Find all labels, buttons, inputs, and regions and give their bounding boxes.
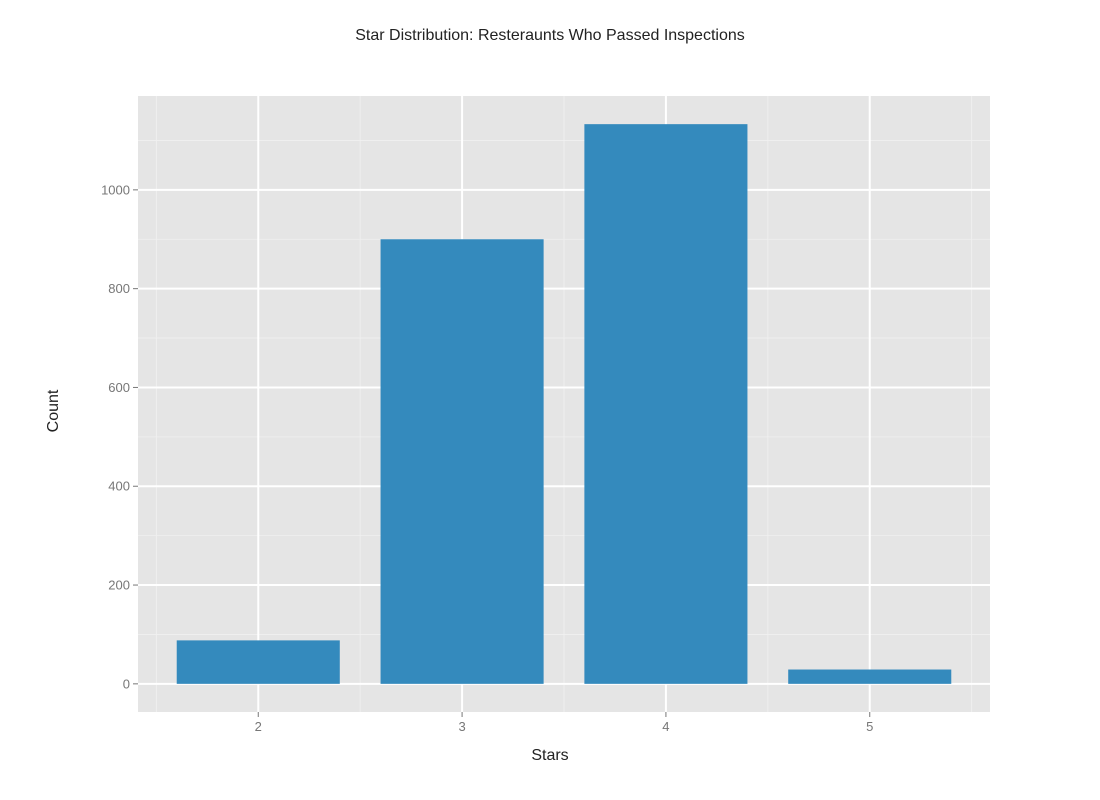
x-tick-label: 2 [255, 719, 262, 734]
bar-4-stars [584, 124, 748, 684]
minor-gridlines [138, 96, 990, 712]
bar-5-stars [788, 669, 952, 684]
bar-3-stars [380, 239, 544, 684]
x-tick-label: 5 [866, 719, 873, 734]
y-tick-label: 400 [108, 479, 130, 494]
y-tick-label: 1000 [101, 182, 130, 197]
y-axis-title: Count [45, 389, 62, 432]
x-tick-label: 4 [662, 719, 669, 734]
y-tick-label: 600 [108, 380, 130, 395]
chart-title: Star Distribution: Resteraunts Who Passe… [355, 27, 745, 44]
y-axis-ticks: 0 200 400 600 800 1000 [101, 182, 138, 691]
y-tick-label: 200 [108, 578, 130, 593]
x-axis-title: Stars [531, 747, 568, 764]
bar-2-stars [176, 640, 340, 684]
y-tick-label: 0 [123, 676, 130, 691]
y-tick-label: 800 [108, 281, 130, 296]
x-axis-ticks: 2 3 4 5 [255, 712, 873, 734]
bars [176, 124, 952, 684]
x-tick-label: 3 [458, 719, 465, 734]
